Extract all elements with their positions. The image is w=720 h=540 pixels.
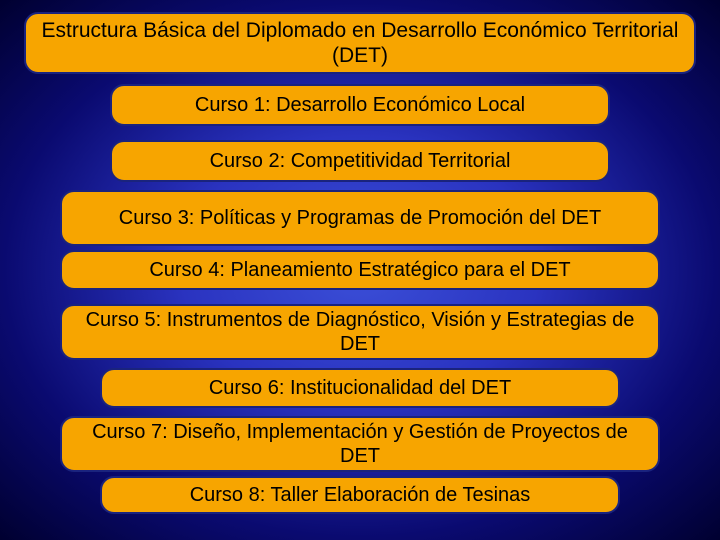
- course-row-7: Curso 7: Diseño, Implementación y Gestió…: [60, 416, 660, 472]
- slide-title: Estructura Básica del Diplomado en Desar…: [24, 12, 696, 74]
- course-row-2: Curso 2: Competitividad Territorial: [110, 140, 610, 182]
- course-row-1: Curso 1: Desarrollo Económico Local: [110, 84, 610, 126]
- course-row-8: Curso 8: Taller Elaboración de Tesinas: [100, 476, 620, 514]
- course-row-6: Curso 6: Institucionalidad del DET: [100, 368, 620, 408]
- course-row-4: Curso 4: Planeamiento Estratégico para e…: [60, 250, 660, 290]
- course-row-5: Curso 5: Instrumentos de Diagnóstico, Vi…: [60, 304, 660, 360]
- slide-container: Estructura Básica del Diplomado en Desar…: [0, 0, 720, 540]
- course-row-3: Curso 3: Políticas y Programas de Promoc…: [60, 190, 660, 246]
